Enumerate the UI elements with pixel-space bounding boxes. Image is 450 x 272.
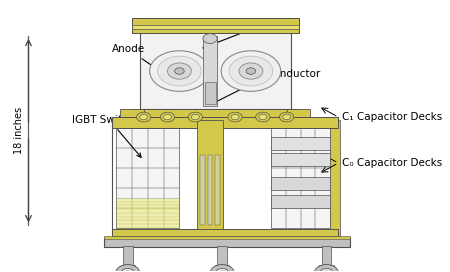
Circle shape [188, 112, 202, 122]
Bar [215, 156, 220, 225]
Bar [271, 137, 330, 150]
Text: C₁ Capacitor Decks: C₁ Capacitor Decks [342, 112, 442, 122]
Text: Anode: Anode [112, 44, 172, 80]
Bar [215, 265, 230, 267]
Bar [271, 195, 330, 208]
Bar [207, 156, 212, 225]
Text: Vacuum vessel: Vacuum vessel [203, 20, 301, 48]
Bar [132, 18, 299, 33]
Bar [104, 237, 350, 247]
Bar [112, 117, 338, 128]
Text: 18 inches: 18 inches [14, 107, 23, 154]
Circle shape [210, 265, 234, 272]
Bar [104, 236, 350, 239]
Circle shape [229, 56, 273, 86]
Circle shape [175, 68, 184, 74]
Circle shape [228, 112, 242, 122]
Bar [217, 246, 227, 266]
Bar [330, 120, 340, 236]
Circle shape [221, 51, 281, 91]
Text: C₀ Capacitor Decks: C₀ Capacitor Decks [342, 158, 442, 168]
Circle shape [191, 114, 199, 120]
Bar [201, 156, 205, 225]
Text: Saturable Inductor: Saturable Inductor [211, 69, 320, 104]
Circle shape [203, 34, 217, 44]
Circle shape [167, 63, 191, 79]
Bar [140, 28, 291, 109]
Bar [132, 109, 299, 124]
Circle shape [239, 63, 263, 79]
Circle shape [136, 112, 151, 122]
Circle shape [160, 112, 175, 122]
Circle shape [163, 114, 171, 120]
Circle shape [122, 268, 134, 272]
Circle shape [246, 68, 256, 74]
Bar [120, 109, 144, 120]
Bar [116, 198, 180, 228]
Circle shape [150, 51, 209, 91]
Bar [197, 120, 223, 229]
Bar [271, 128, 330, 228]
Bar [322, 246, 331, 266]
Bar [112, 229, 338, 236]
Bar [116, 128, 180, 228]
Circle shape [324, 271, 329, 272]
Circle shape [158, 56, 201, 86]
Bar [203, 36, 217, 106]
Bar [287, 109, 310, 120]
Circle shape [256, 112, 270, 122]
Circle shape [231, 114, 239, 120]
Circle shape [140, 114, 148, 120]
Bar [271, 153, 330, 166]
Bar [123, 246, 133, 266]
Bar [112, 120, 338, 236]
Circle shape [315, 265, 338, 272]
Circle shape [216, 268, 229, 272]
Circle shape [220, 271, 225, 272]
Bar [132, 25, 299, 29]
Text: IGBT Switches: IGBT Switches [72, 115, 146, 157]
Circle shape [279, 112, 294, 122]
Circle shape [283, 114, 291, 120]
Circle shape [126, 271, 130, 272]
Circle shape [320, 268, 333, 272]
Bar [319, 265, 333, 267]
Bar [271, 177, 330, 190]
Circle shape [116, 265, 140, 272]
Circle shape [259, 114, 267, 120]
Bar [205, 82, 216, 104]
Bar [121, 265, 135, 267]
